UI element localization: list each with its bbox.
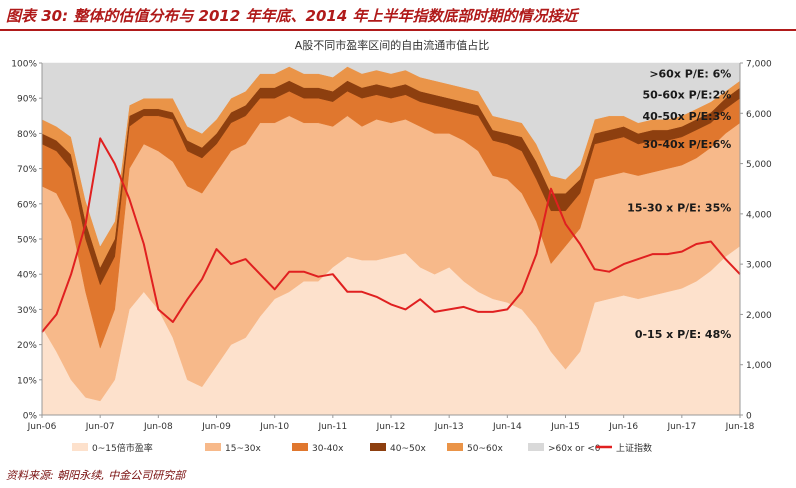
header-divider bbox=[0, 29, 796, 31]
band-annotation: 50-60x P/E:2% bbox=[642, 89, 731, 102]
left-tick-label: 0% bbox=[23, 412, 38, 422]
left-tick-label: 10% bbox=[17, 376, 37, 386]
x-tick-label: Jun-10 bbox=[259, 422, 289, 432]
legend-swatch bbox=[72, 443, 88, 451]
right-tick-label: 3,000 bbox=[746, 261, 772, 271]
x-tick-label: Jun-17 bbox=[666, 422, 696, 432]
x-tick-label: Jun-15 bbox=[550, 422, 580, 432]
report-header: 图表 30: 整体的估值分布与 2012 年年底、2014 年上半年指数底部时期… bbox=[0, 0, 796, 28]
left-tick-label: 20% bbox=[17, 341, 37, 351]
x-tick-label: Jun-09 bbox=[201, 422, 231, 432]
band-annotation: 40-50x P/E:3% bbox=[642, 110, 731, 123]
x-tick-label: Jun-06 bbox=[27, 422, 57, 432]
x-tick-label: Jun-18 bbox=[725, 422, 755, 432]
figure-title: 图表 30: 整体的估值分布与 2012 年年底、2014 年上半年指数底部时期… bbox=[6, 7, 578, 25]
legend-label: 15~30x bbox=[225, 444, 261, 454]
x-tick-label: Jun-08 bbox=[143, 422, 173, 432]
legend-swatch bbox=[205, 443, 221, 451]
x-tick-label: Jun-07 bbox=[85, 422, 115, 432]
x-tick-label: Jun-16 bbox=[608, 422, 638, 432]
right-tick-label: 0 bbox=[746, 412, 752, 422]
right-tick-label: 4,000 bbox=[746, 210, 772, 220]
left-tick-label: 90% bbox=[17, 95, 37, 105]
right-tick-label: 2,000 bbox=[746, 311, 772, 321]
x-tick-label: Jun-14 bbox=[492, 422, 522, 432]
left-tick-label: 60% bbox=[17, 200, 37, 210]
legend-label: 40~50x bbox=[390, 444, 426, 454]
shanghai-index-line bbox=[41, 137, 741, 333]
band-annotation: 0-15 x P/E: 48% bbox=[635, 328, 731, 341]
left-tick-label: 80% bbox=[17, 130, 37, 140]
legend-label: 50~60x bbox=[467, 444, 503, 454]
left-tick-label: 100% bbox=[11, 60, 37, 70]
band-annotation: 15-30 x P/E: 35% bbox=[627, 201, 731, 214]
left-tick-label: 70% bbox=[17, 165, 37, 175]
band-annotation: >60x P/E: 6% bbox=[649, 68, 731, 81]
legend-label: >60x or <0 bbox=[548, 444, 601, 454]
index-line-layer bbox=[41, 137, 741, 333]
x-tick-label: Jun-12 bbox=[376, 422, 406, 432]
source-note: 资料来源: 朝阳永续, 中金公司研究部 bbox=[6, 469, 186, 482]
right-tick-label: 1,000 bbox=[746, 361, 772, 371]
annotations: >60x P/E: 6% 50-60x P/E:2% 40-50x P/E:3% 30… bbox=[627, 68, 731, 341]
legend-swatch bbox=[370, 443, 386, 451]
legend-swatch bbox=[447, 443, 463, 451]
left-tick-label: 30% bbox=[17, 306, 37, 316]
right-tick-label: 7,000 bbox=[746, 60, 772, 70]
legend-label: 上证指数 bbox=[616, 442, 652, 454]
legend-label: 0~15倍市盈率 bbox=[92, 442, 153, 454]
legend-swatch bbox=[528, 443, 544, 451]
right-tick-label: 6,000 bbox=[746, 110, 772, 120]
right-tick-label: 5,000 bbox=[746, 160, 772, 170]
pe-distribution-chart: A股不同市盈率区间的自由流通市值占比 0% 10% 20% 30% 40% 50% 60% 7… bbox=[11, 38, 772, 454]
left-tick-label: 50% bbox=[17, 236, 37, 246]
area-bands bbox=[41, 62, 741, 416]
band-annotation: 30-40x P/E:6% bbox=[642, 138, 731, 151]
legend-label: 30-40x bbox=[312, 444, 344, 454]
chart-title: A股不同市盈率区间的自由流通市值占比 bbox=[295, 38, 490, 52]
axes: 0% 10% 20% 30% 40% 50% 60% 70% 80% 90% 100% 0 1,000 2… bbox=[11, 60, 772, 433]
left-tick-label: 40% bbox=[17, 271, 37, 281]
legend-swatch bbox=[292, 443, 308, 451]
x-tick-label: Jun-13 bbox=[434, 422, 464, 432]
legend: 0~15倍市盈率 15~30x 30-40x 40~50x 50~60x >60x or … bbox=[72, 442, 652, 454]
x-tick-label: Jun-11 bbox=[317, 422, 347, 432]
